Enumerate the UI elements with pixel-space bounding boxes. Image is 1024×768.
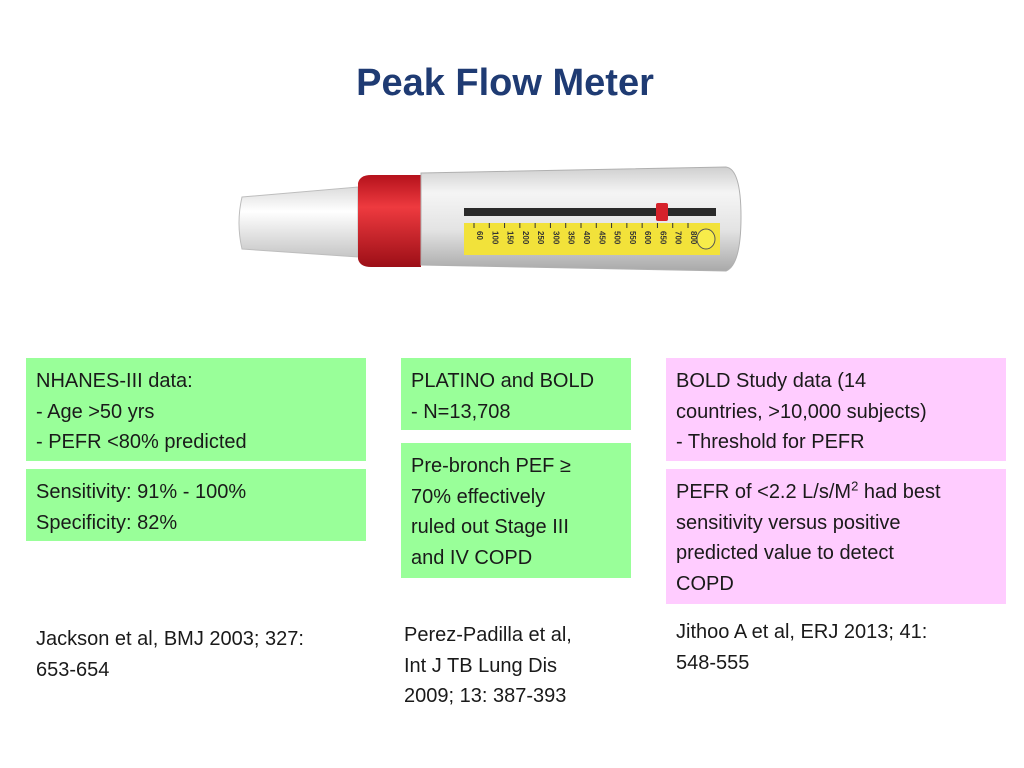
reference-line: Int J TB Lung Dis [404,654,558,677]
meter-logo-shape [696,228,716,250]
box-line: PEFR of <2.2 L/s/M2 had best [676,477,996,508]
pre-bronch-pef-box: Pre-bronch PEF ≥ 70% effectively ruled o… [401,443,631,578]
platino-bold-box: PLATINO and BOLD - N=13,708 [401,358,631,430]
box-line: NHANES-III data: [36,370,193,392]
mouthpiece-shape [238,186,359,258]
scale-tick-label: 60 [475,231,484,240]
meter-body-shape [420,166,742,272]
scale-tick-label: 400 [582,231,591,245]
box-line: - N=13,708 [411,400,511,423]
scale-tick-label: 450 [597,231,606,245]
scale-tick-label: 200 [521,231,530,245]
scale-tick-label: 500 [613,231,622,245]
reference-line: 2009; 13: 387-393 [404,685,567,707]
scale-tick-label: 650 [658,231,667,245]
peak-flow-meter-image: 60 100 150 200 250 300 350 400 450 500 550 600 650 70… [236,165,746,280]
slide-title: Peak Flow Meter [356,62,654,104]
reference-line: Jithoo A et al, ERJ 2013; 41: [676,621,928,643]
reference-perez-padilla: Perez-Padilla et al, Int J TB Lung Dis 2… [404,620,572,712]
scale-tick-label: 800 [689,231,698,245]
box-line-text: had best [858,481,941,503]
sensitivity-box: Sensitivity: 91% - 100% Specificity: 82% [26,469,366,541]
box-line: - PEFR <80% predicted [36,431,247,453]
box-line: - Age >50 yrs [36,400,155,423]
meter-scale-band [464,223,720,255]
reference-jithoo: Jithoo A et al, ERJ 2013; 41: 548-555 [676,617,927,678]
box-line-text: PEFR of <2.2 L/s/M [676,481,852,503]
box-line: Pre-bronch PEF ≥ [411,455,571,477]
meter-scale-ticks: 60 100 150 200 250 300 350 400 450 500 550 600 650 70… [473,223,698,245]
superscript: 2 [851,478,859,494]
box-line: and IV COPD [411,546,533,569]
reference-line: Perez-Padilla et al, [404,624,572,646]
scale-tick-label: 250 [536,231,545,245]
box-line: COPD [676,572,734,595]
box-line: predicted value to detect [676,542,894,564]
box-line: sensitivity versus positive [676,511,901,534]
pefr-threshold-box: PEFR of <2.2 L/s/M2 had best sensitivity… [666,469,1006,604]
box-line: BOLD Study data (14 [676,370,867,392]
box-line: Specificity: 82% [36,511,178,534]
box-line: PLATINO and BOLD [411,370,595,392]
red-collar-shape [358,175,421,267]
scale-tick-label: 600 [643,231,652,245]
box-line: countries, >10,000 subjects) [676,400,927,423]
meter-indicator [656,203,668,221]
reference-line: 653-654 [36,658,110,681]
scale-tick-label: 550 [628,231,637,245]
nhanes-data-box: NHANES-III data: - Age >50 yrs - PEFR <8… [26,358,366,461]
scale-tick-label: 700 [674,231,683,245]
reference-line: 548-555 [676,651,750,674]
reference-line: Jackson et al, BMJ 2003; 327: [36,628,304,650]
bold-study-box: BOLD Study data (14 countries, >10,000 s… [666,358,1006,461]
box-line: 70% effectively [411,485,546,508]
box-line: - Threshold for PEFR [676,431,865,453]
reference-jackson: Jackson et al, BMJ 2003; 327: 653-654 [36,624,304,685]
scale-tick-label: 300 [551,231,560,245]
meter-slot [464,208,716,216]
scale-tick-label: 150 [506,231,515,245]
scale-tick-label: 350 [567,231,576,245]
scale-tick-label: 100 [490,231,499,245]
box-line: Sensitivity: 91% - 100% [36,481,247,503]
box-line: ruled out Stage III [411,516,569,538]
